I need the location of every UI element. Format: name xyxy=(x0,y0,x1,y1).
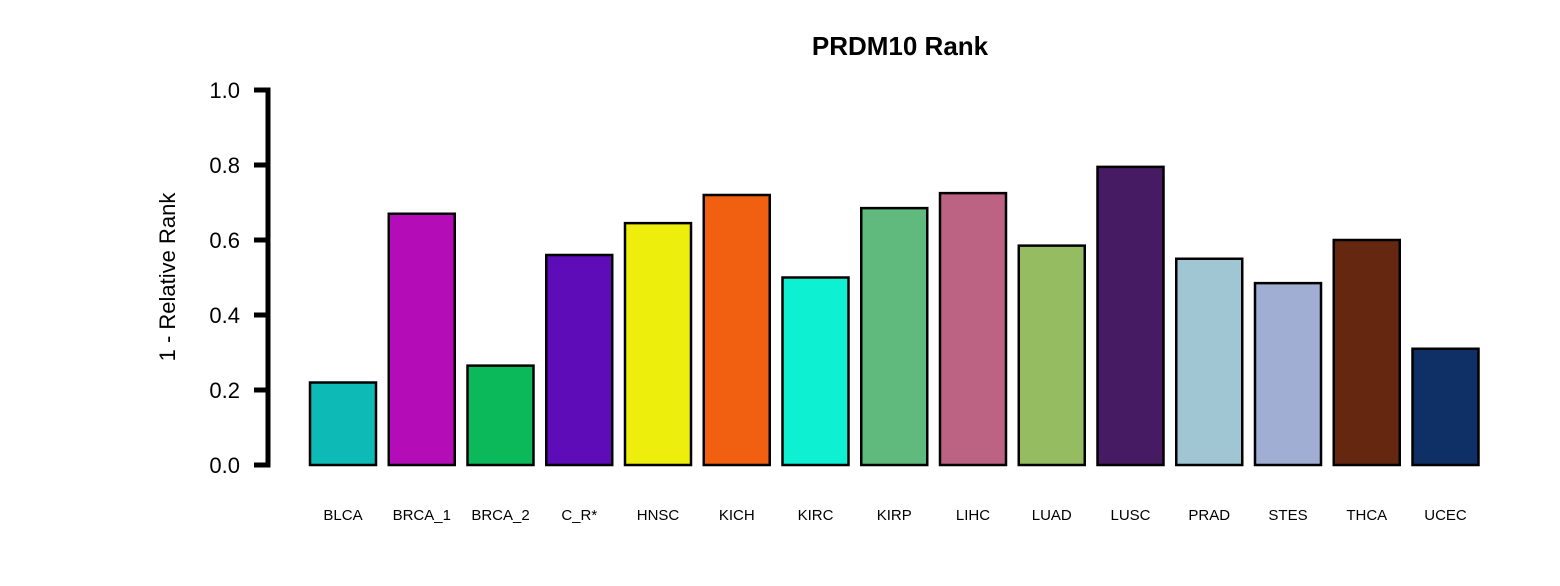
x-tick-label: LIHC xyxy=(956,507,990,524)
bar-kirp xyxy=(860,206,929,467)
x-tick-label: PRAD xyxy=(1188,507,1230,524)
x-tick-label: UCEC xyxy=(1424,507,1467,524)
bar-brca-1 xyxy=(387,212,456,467)
bar-brca-2 xyxy=(466,364,535,467)
bar-lusc xyxy=(1096,165,1165,467)
bar-kirc xyxy=(781,276,850,467)
y-tick-label: 0.6 xyxy=(209,228,240,253)
bar-thca xyxy=(1332,238,1401,467)
y-tick-label: 0.4 xyxy=(209,303,240,328)
x-tick-label: STES xyxy=(1268,507,1307,524)
x-tick-label: LUSC xyxy=(1110,507,1150,524)
y-tick-label: 0.8 xyxy=(209,153,240,178)
x-tick-label: THCA xyxy=(1346,507,1387,524)
x-tick-label: HNSC xyxy=(637,507,680,524)
y-tick-label: 0.0 xyxy=(209,453,240,478)
chart-title: PRDM10 Rank xyxy=(812,31,989,61)
bar-stes xyxy=(1253,281,1323,467)
x-tick-label: LUAD xyxy=(1032,507,1072,524)
x-tick-labels: BLCA BRCA_1 BRCA_2 C_R* HNSC KICH KIRC KIRP LIHC… xyxy=(323,507,1467,524)
bar-luad xyxy=(1017,244,1086,467)
y-axis: 0.0 0.2 0.4 0.6 0.8 1.0 xyxy=(209,78,271,478)
bar-hnsc xyxy=(623,221,693,467)
bar-prad xyxy=(1175,257,1244,467)
bar-lihc xyxy=(938,191,1008,467)
x-tick-label: BLCA xyxy=(323,507,362,524)
bar-blca xyxy=(308,381,378,467)
x-tick-label: KIRC xyxy=(798,507,834,524)
bar-c-r- xyxy=(545,253,614,467)
x-tick-label: C_R* xyxy=(561,507,597,524)
bars-group xyxy=(308,165,1480,467)
x-tick-label: KICH xyxy=(719,507,755,524)
y-tick-label: 0.2 xyxy=(209,378,240,403)
x-tick-label: BRCA_1 xyxy=(393,507,451,524)
y-axis-label: 1 - Relative Rank xyxy=(155,192,180,362)
bar-ucec xyxy=(1411,347,1480,467)
bar-kich xyxy=(702,193,771,467)
x-tick-label: KIRP xyxy=(877,507,912,524)
x-tick-label: BRCA_2 xyxy=(471,507,529,524)
y-tick-label: 1.0 xyxy=(209,78,240,103)
